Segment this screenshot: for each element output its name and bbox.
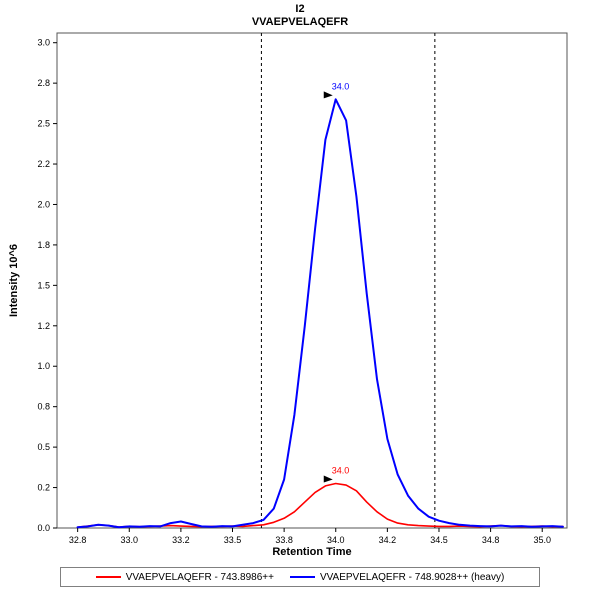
legend-line-red [95,576,121,578]
svg-text:1.8: 1.8 [37,240,50,250]
svg-text:34.0: 34.0 [332,81,350,91]
svg-text:33.8: 33.8 [275,535,293,545]
svg-text:0.5: 0.5 [37,442,50,452]
svg-text:1.5: 1.5 [37,280,50,290]
svg-text:2.5: 2.5 [37,119,50,129]
svg-text:35.0: 35.0 [533,535,551,545]
svg-text:34.2: 34.2 [379,535,397,545]
svg-text:2.8: 2.8 [37,78,50,88]
svg-text:33.2: 33.2 [172,535,190,545]
svg-text:33.5: 33.5 [224,535,242,545]
svg-text:34.0: 34.0 [327,535,345,545]
svg-text:1.0: 1.0 [37,361,50,371]
legend: VVAEPVELAQEFR - 743.8986++ VVAEPVELAQEFR… [60,567,540,587]
svg-text:33.0: 33.0 [121,535,139,545]
legend-entry-heavy: VVAEPVELAQEFR - 748.9028++ (heavy) [289,571,505,583]
svg-text:34.8: 34.8 [482,535,500,545]
legend-label-heavy: VVAEPVELAQEFR - 748.9028++ (heavy) [319,571,505,583]
svg-text:34.5: 34.5 [430,535,448,545]
svg-text:32.8: 32.8 [69,535,87,545]
svg-text:0.2: 0.2 [37,483,50,493]
chart-subtitle: VVAEPVELAQEFR [251,16,349,28]
svg-text:2.0: 2.0 [37,199,50,209]
svg-text:2.2: 2.2 [37,159,50,169]
svg-text:3.0: 3.0 [37,38,50,48]
legend-label-light: VVAEPVELAQEFR - 743.8986++ [125,571,274,583]
svg-text:0.0: 0.0 [37,523,50,533]
legend-entry-light: VVAEPVELAQEFR - 743.8986++ [95,571,274,583]
x-axis-label: Retention Time [272,546,352,558]
chart-title: I2 [295,3,305,15]
legend-line-blue [289,576,315,578]
svg-text:34.0: 34.0 [332,466,350,476]
svg-text:0.8: 0.8 [37,402,50,412]
svg-text:1.2: 1.2 [37,321,50,331]
y-axis-label: Intensity 10^6 [8,243,20,318]
